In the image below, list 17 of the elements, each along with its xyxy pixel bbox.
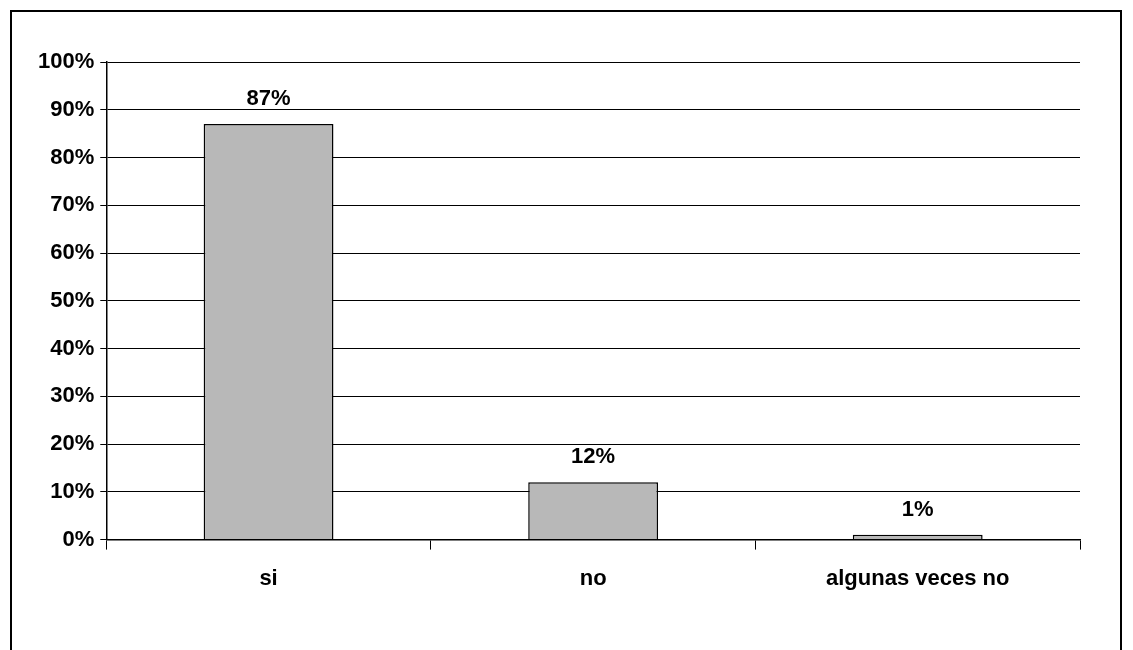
y-tick-label: 0%	[62, 525, 95, 551]
y-tick-label: 40%	[50, 334, 95, 360]
y-tick-label: 90%	[50, 95, 95, 121]
y-tick-label: 100%	[37, 48, 95, 74]
data-label: 12%	[571, 443, 616, 469]
y-tick-label: 60%	[50, 239, 95, 265]
data-label: 1%	[901, 495, 934, 521]
y-tick-label: 10%	[50, 477, 95, 503]
y-tick-label: 20%	[50, 430, 95, 456]
x-tick-label: algunas veces no	[826, 564, 1010, 590]
y-tick-label: 30%	[50, 382, 95, 408]
y-tick-label: 80%	[50, 143, 95, 169]
x-tick-label: si	[259, 564, 278, 590]
data-label: 87%	[246, 85, 291, 111]
y-tick-label: 70%	[50, 191, 95, 217]
y-tick-label: 50%	[50, 286, 95, 312]
x-tick-label: no	[579, 564, 607, 590]
